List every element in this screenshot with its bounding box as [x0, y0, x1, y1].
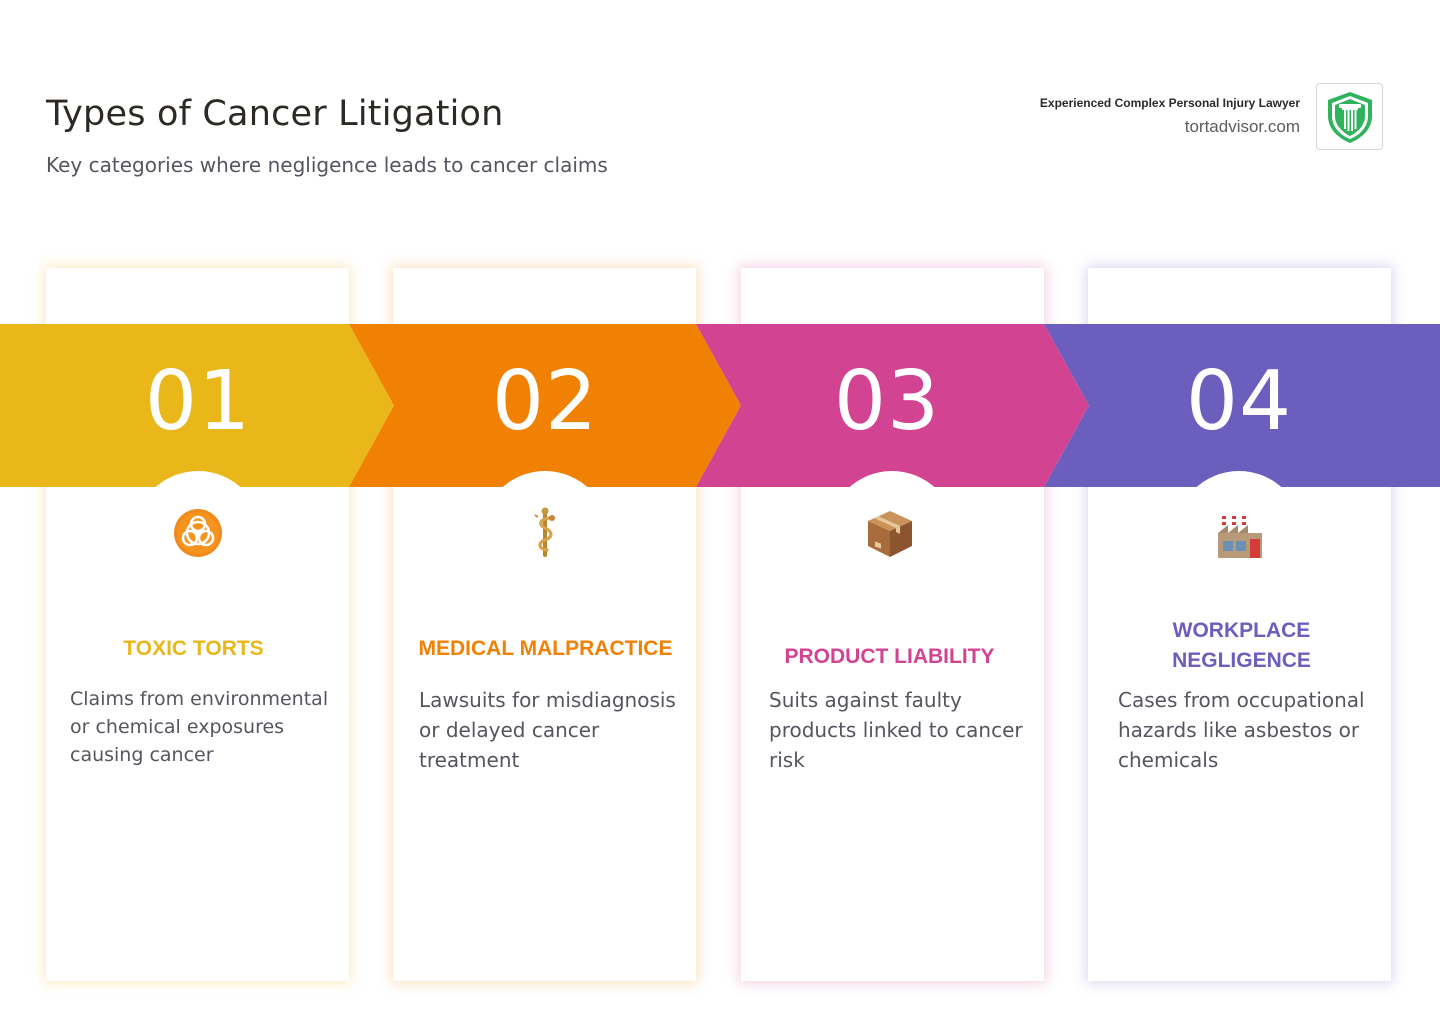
process-arrow-band: [0, 324, 1440, 487]
brand-site[interactable]: tortadvisor.com: [1184, 117, 1300, 136]
step-label-4: WORKPLACE NEGLIGENCE: [1172, 619, 1311, 672]
arrow-segment-2: [349, 324, 741, 487]
step-label-3: PRODUCT LIABILITY: [784, 645, 995, 668]
arrow-segment-4: [1044, 324, 1440, 487]
page-subtitle: Key categories where negligence leads to…: [46, 153, 608, 177]
medical-caduceus-icon: [534, 507, 555, 557]
package-box-icon: [868, 511, 912, 557]
step-description-2: Lawsuits for misdiagnosis or delayed can…: [419, 688, 676, 772]
step-description-4: Cases from occupational hazards like asb…: [1118, 688, 1365, 772]
brand-block: Experienced Complex Personal Injury Lawy…: [1040, 96, 1300, 137]
factory-icon: [1218, 513, 1262, 558]
step-label-1: TOXIC TORTS: [123, 637, 264, 660]
step-number-2: 02: [491, 354, 599, 449]
arrow-segment-3: [696, 324, 1089, 487]
brand-logo[interactable]: [1316, 83, 1383, 150]
shield-pillar-icon: [1327, 91, 1372, 143]
arrow-segment-1: [0, 324, 394, 487]
step-number-1: 01: [144, 354, 252, 449]
step-description-1: Claims from environmental or chemical ex…: [70, 688, 329, 766]
step-number-3: 03: [833, 354, 941, 449]
biohazard-icon: [174, 509, 222, 557]
step-label-2: MEDICAL MALPRACTICE: [418, 637, 673, 660]
step-number-4: 04: [1185, 354, 1293, 449]
brand-tagline: Experienced Complex Personal Injury Lawy…: [1039, 96, 1300, 110]
page-title: Types of Cancer Litigation: [46, 94, 504, 134]
step-description-3: Suits against faulty products linked to …: [769, 688, 1023, 772]
